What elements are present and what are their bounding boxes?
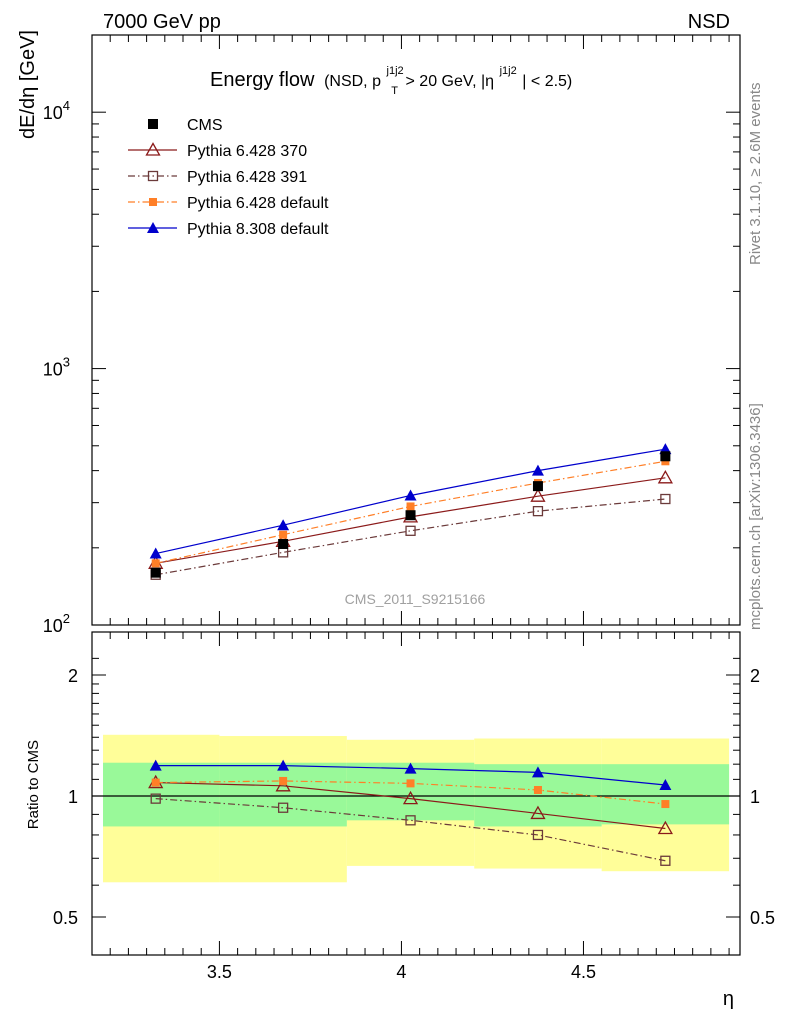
point-p6def-0	[151, 559, 160, 568]
ratio-y-axis-title: Ratio to CMS	[25, 740, 42, 829]
ratio-point-p391-3	[532, 829, 544, 841]
point-p8def-0	[149, 547, 162, 559]
ratio-point-p370-3	[530, 805, 546, 820]
green-band-0	[103, 762, 220, 827]
x-tick-label: 3.5	[207, 962, 232, 982]
ratio-line-p391	[155, 798, 666, 862]
point-cms-3	[532, 481, 543, 492]
x-tick-label: 4	[396, 962, 406, 982]
x-tick-label: 4.5	[571, 962, 596, 982]
ratio-point-p391-4	[660, 855, 671, 866]
point-p391-4	[660, 493, 671, 505]
y-axis-title: dE/dη [GeV]	[17, 30, 39, 139]
ratio-line-p6def	[155, 780, 666, 805]
main-panel: 102 103 104	[43, 34, 741, 636]
y-tick-label: 104	[43, 98, 70, 123]
ratio-y-tick-label: 1	[68, 787, 78, 807]
point-p8def-2	[404, 489, 417, 501]
y-tick-label: 102	[43, 611, 70, 636]
green-band-1	[219, 762, 347, 827]
ratio-point-p8def-3	[531, 766, 544, 778]
ratio-point-p8def-1	[277, 759, 290, 771]
plot-title-main: Energy flow	[210, 69, 315, 91]
point-cms-0	[150, 567, 161, 578]
ratio-line-p370	[155, 781, 666, 830]
series-line-p8def	[155, 448, 666, 555]
plot-title-mid: > 20 GeV, |η	[406, 73, 495, 90]
ratio-point-p6def-3	[533, 785, 542, 794]
point-p8def-3	[531, 464, 544, 476]
ratio-point-p6def-2	[406, 779, 415, 788]
legend-label-p8def: Pythia 8.308 default	[187, 221, 329, 238]
ratio-y-tick-label-right: 2	[750, 666, 760, 686]
legend-marker-cms	[148, 119, 158, 129]
energy-label: 7000 GeV pp	[103, 11, 221, 33]
plot-title-sup1: j1j2	[386, 65, 404, 77]
x-axis-title: η	[723, 988, 734, 1010]
point-cms-1	[278, 538, 289, 549]
plot-title-p: (NSD, p	[324, 73, 381, 90]
ratio-frame	[91, 631, 741, 956]
ratio-point-p8def-0	[149, 759, 162, 771]
point-p370-4	[657, 469, 673, 484]
plot-title: Energy flow (NSD, p j1j2 T > 20 GeV, |η …	[210, 57, 572, 99]
point-p370-3	[530, 488, 546, 502]
legend-label-p370: Pythia 6.428 370	[187, 143, 307, 160]
plot-title-sup2: j1j2	[499, 65, 517, 77]
legend-marker-p370	[145, 142, 161, 156]
ratio-point-p370-4	[657, 820, 673, 835]
legend-label-p6def: Pythia 6.428 default	[187, 195, 329, 212]
point-p6def-1	[279, 530, 288, 539]
legend-marker-p391	[147, 170, 159, 182]
point-p8def-1	[277, 519, 290, 531]
ratio-point-p6def-4	[661, 800, 670, 809]
ratio-y-tick-label-right: 1	[750, 787, 760, 807]
ratio-point-p8def-4	[659, 779, 672, 791]
ratio-point-p370-1	[275, 778, 291, 792]
ratio-point-p8def-2	[404, 762, 417, 774]
y-tick-label: 103	[43, 355, 70, 380]
ratio-point-p391-0	[150, 793, 161, 804]
ratio-point-p370-2	[402, 790, 419, 805]
ratio-point-p391-2	[405, 815, 416, 826]
ratio-panel: 3.5 4 4.5 0.5 0.5 1 1 2 2	[53, 631, 775, 982]
point-p6def-2	[406, 502, 415, 511]
ratio-point-p6def-1	[279, 776, 288, 785]
process-label: NSD	[688, 11, 730, 33]
ratio-point-p6def-0	[151, 778, 160, 787]
legend-marker-p8def	[147, 222, 159, 233]
ratio-y-tick-label-right: 0.5	[750, 908, 775, 928]
plot-title-sub1: T	[391, 85, 398, 97]
ratio-y-tick-label: 2	[68, 666, 78, 686]
point-cms-2	[405, 510, 416, 521]
legend-label-cms: CMS	[187, 117, 223, 134]
legend-label-p391: Pythia 6.428 391	[187, 169, 307, 186]
analysis-watermark: CMS_2011_S9215166	[345, 591, 486, 607]
plot-title-end: | < 2.5)	[522, 73, 572, 90]
mcplots-label: mcplots.cern.ch [arXiv:1306.3436]	[747, 403, 764, 630]
ratio-y-tick-label: 0.5	[53, 908, 78, 928]
main-frame	[91, 34, 741, 626]
ratio-point-p391-1	[277, 802, 289, 813]
legend: CMS Pythia 6.428 370 Pythia 6.428 391 Pythi…	[128, 117, 329, 238]
point-cms-4	[660, 451, 671, 462]
green-band-4	[601, 764, 730, 825]
point-p391-2	[405, 525, 416, 536]
rivet-label: Rivet 3.1.10, ≥ 2.6M events	[747, 83, 764, 266]
point-p6def-4	[661, 457, 670, 466]
legend-marker-p6def	[149, 198, 157, 206]
point-p391-3	[532, 505, 544, 517]
